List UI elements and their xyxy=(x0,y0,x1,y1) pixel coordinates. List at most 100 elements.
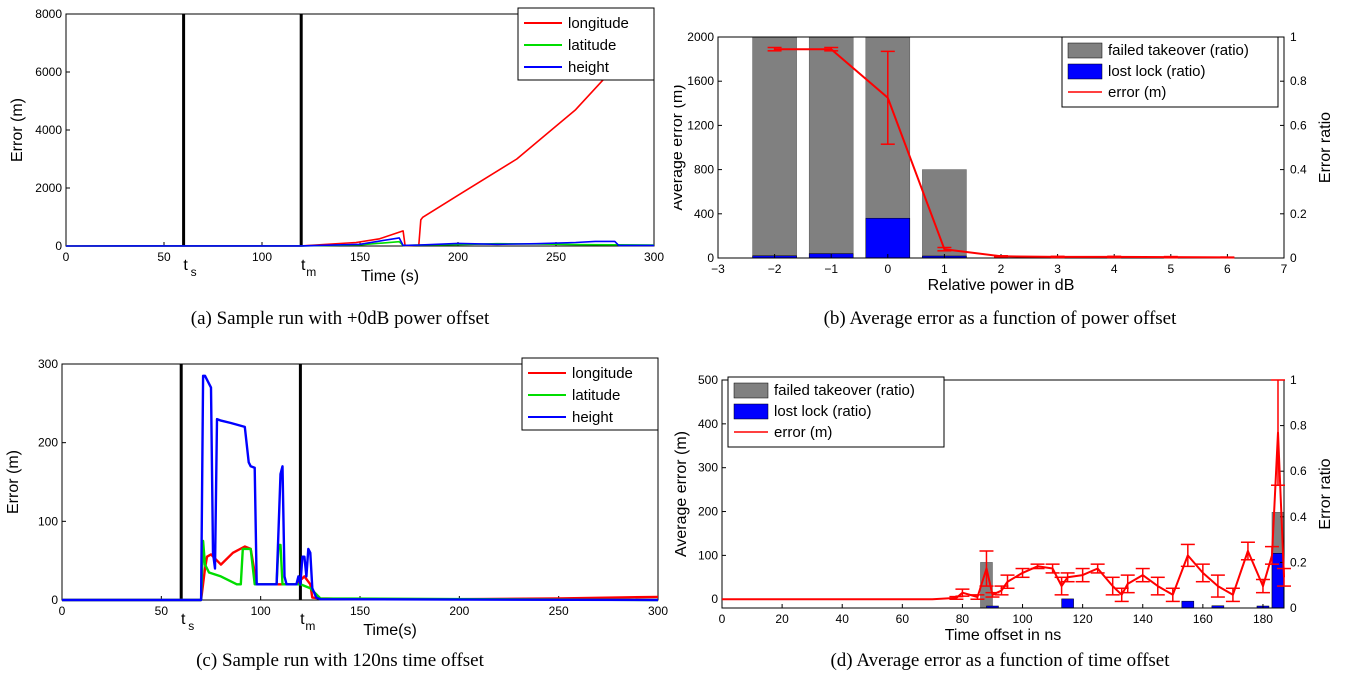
legend-longitude-label: longitude xyxy=(568,15,629,32)
x-tick-label: 100 xyxy=(251,604,271,618)
legend-longitude-label: longitude xyxy=(572,365,633,382)
y2-tick-label: 0.2 xyxy=(1290,555,1307,569)
x-axis-label: Time offset in ns xyxy=(945,627,1062,640)
x-tick-label: 100 xyxy=(1013,612,1033,626)
x-tick-label: 50 xyxy=(157,250,171,264)
bar-lost-lock xyxy=(865,217,911,259)
x-tick-label: 300 xyxy=(648,604,668,618)
x-tick-label: 150 xyxy=(350,604,370,618)
legend-label: failed takeover (ratio) xyxy=(774,382,915,399)
x-tick-label: 1 xyxy=(941,262,948,276)
series-height-line xyxy=(62,374,659,602)
legend-swatch xyxy=(1067,63,1103,80)
y2-tick-label: 0.8 xyxy=(1290,419,1307,433)
x-tick-label: 7 xyxy=(1281,262,1288,276)
series-height-line xyxy=(65,237,654,247)
x-tick-label: 5 xyxy=(1167,262,1174,276)
y-axis-label: Average error (m) xyxy=(674,431,690,557)
x-tick-label: 50 xyxy=(155,604,169,618)
panel-d: 0 20 40 60 80 100 120 140 160 180 0 100 200 300 400 500… xyxy=(673,350,1348,644)
marker-s-label: t xyxy=(183,257,188,274)
y-tick-label: 2000 xyxy=(687,30,714,44)
x-tick-label: 40 xyxy=(836,612,850,626)
marker-s-subscript: s xyxy=(191,265,197,279)
y-tick-label: 100 xyxy=(698,548,718,562)
x-tick-label: 4 xyxy=(1111,262,1118,276)
panel-c: 0 50 100 150 200 250 300 0 100 200 300 t s t m Time(s) E… xyxy=(0,350,674,640)
y-tick-label: 0 xyxy=(55,239,62,253)
x-tick-label: 0 xyxy=(59,604,66,618)
legend-label: error (m) xyxy=(774,424,832,441)
y2-tick-label: 1 xyxy=(1290,30,1297,44)
marker-m-label: t xyxy=(300,611,305,628)
legend-height-label: height xyxy=(568,59,610,76)
x-tick-label: 250 xyxy=(549,604,569,618)
y-tick-label: 100 xyxy=(38,514,58,528)
series-longitude-line xyxy=(62,545,659,602)
bar-failed-takeover xyxy=(752,36,797,259)
y2-tick-label: 0.4 xyxy=(1290,163,1307,177)
legend-label: failed takeover (ratio) xyxy=(1108,42,1249,59)
series-latitude-line xyxy=(62,539,659,602)
x-axis-label: Time(s) xyxy=(363,622,417,639)
y-tick-label: 200 xyxy=(38,436,58,450)
x-axis-label: Time (s) xyxy=(361,268,419,285)
marker-m-subscript: m xyxy=(305,619,315,633)
y2-tick-label: 0.4 xyxy=(1290,510,1307,524)
legend-label: lost lock (ratio) xyxy=(1108,63,1206,80)
legend-swatch xyxy=(733,382,769,399)
y-tick-label: 6000 xyxy=(35,65,62,79)
y2-tick-label: 1 xyxy=(1290,373,1297,387)
marker-m-label: t xyxy=(301,257,306,274)
y-tick-label: 0 xyxy=(711,592,718,606)
x-tick-label: 6 xyxy=(1224,262,1231,276)
y-tick-label: 0 xyxy=(51,593,58,607)
legend-label: error (m) xyxy=(1108,84,1166,101)
y-tick-label: 1200 xyxy=(687,118,714,132)
x-tick-label: 200 xyxy=(448,250,468,264)
marker-s-label: t xyxy=(181,611,186,628)
y2-tick-label: 0 xyxy=(1290,601,1297,615)
legend-swatch xyxy=(733,403,769,420)
chart-b: −3 −2 −1 0 1 2 3 4 5 6 7040080012001600200000.20.4… xyxy=(669,30,1334,294)
legend-latitude-label: latitude xyxy=(572,387,620,404)
caption-a: (a) Sample run with +0dB power offset xyxy=(190,308,490,329)
marker-m-subscript: m xyxy=(306,265,316,279)
bar-failed-takeover xyxy=(808,36,854,259)
y-axis-label: Error (m) xyxy=(5,450,22,514)
legend-height-label: height xyxy=(572,409,614,426)
x-tick-label: 250 xyxy=(546,250,566,264)
panel-b: −3 −2 −1 0 1 2 3 4 5 6 7 0 400 800 1200 1600 2000 0 0.2 0.4… xyxy=(669,0,1348,300)
y-axis-label: Error (m) xyxy=(9,98,26,162)
y2-axis-label: Error ratio xyxy=(1317,112,1334,183)
y2-axis-label: Error ratio xyxy=(1317,458,1334,529)
x-tick-label: 200 xyxy=(449,604,469,618)
y-tick-label: 0 xyxy=(707,251,714,265)
x-tick-label: −3 xyxy=(711,262,725,276)
y-tick-label: 2000 xyxy=(35,181,62,195)
x-tick-label: 160 xyxy=(1193,612,1213,626)
y-tick-label: 200 xyxy=(698,505,718,519)
y-tick-label: 500 xyxy=(698,373,718,387)
legend-latitude-label: latitude xyxy=(568,37,616,54)
x-axis-label: Relative power in dB xyxy=(928,277,1075,294)
y-tick-label: 8000 xyxy=(35,7,62,21)
chart-d: 0 20 40 60 80 100 120 140 160 180 0 100 200 300 400 500… xyxy=(673,373,1334,644)
y-tick-label: 400 xyxy=(694,207,714,221)
x-tick-label: 180 xyxy=(1253,612,1273,626)
y-tick-label: 300 xyxy=(698,461,718,475)
y-tick-label: 800 xyxy=(694,163,714,177)
panel-a: 0 50 100 150 200 250 300 0 2000 4000 6000 8000 t s t m T… xyxy=(0,0,674,300)
y-tick-label: 4000 xyxy=(35,123,62,137)
x-tick-label: 150 xyxy=(350,250,370,264)
x-tick-label: 20 xyxy=(775,612,789,626)
y-tick-label: 1600 xyxy=(687,74,714,88)
bar-lost-lock xyxy=(1181,600,1195,609)
y2-tick-label: 0.6 xyxy=(1290,464,1307,478)
y-axis-label: Average error (m) xyxy=(674,85,686,211)
caption-b: (b) Average error as a function of power… xyxy=(823,308,1177,329)
x-tick-label: 100 xyxy=(252,250,272,264)
x-tick-label: −1 xyxy=(824,262,838,276)
